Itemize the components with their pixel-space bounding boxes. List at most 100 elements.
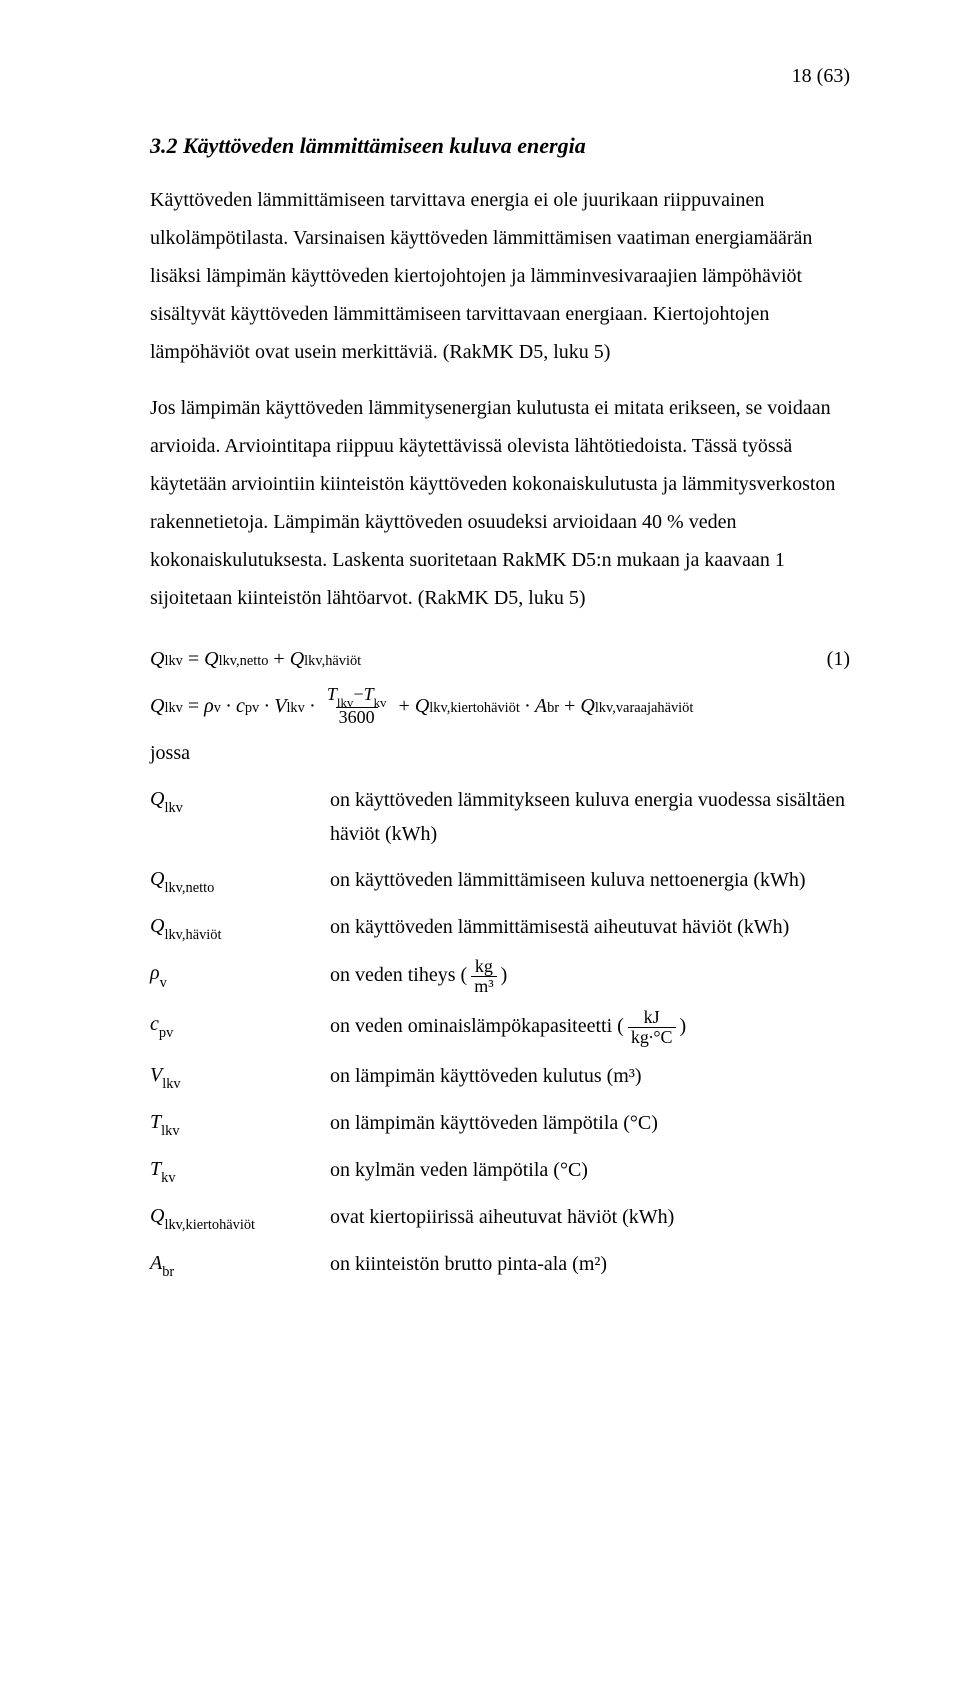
- def-row-Qlkv-netto: Qlkv,netto on käyttöveden lämmittämiseen…: [150, 857, 850, 904]
- sub-haviot: lkv,häviöt: [164, 927, 221, 943]
- def-symbol: Tlkv: [150, 1100, 330, 1147]
- def-symbol: Abr: [150, 1241, 330, 1288]
- sub-netto: lkv,netto: [219, 650, 269, 673]
- sym-c: c: [150, 1013, 159, 1035]
- def-text: on veden tiheys (kgm³): [330, 951, 850, 1002]
- eq-sign: =: [183, 690, 204, 722]
- sym-Q: Q: [150, 643, 164, 675]
- sub-kv: kv: [374, 695, 387, 710]
- sub-lkv: lkv: [286, 697, 304, 720]
- sym-Q: Q: [150, 690, 164, 722]
- dot-sign: ∙: [259, 690, 274, 722]
- plus-sign: +: [268, 643, 289, 675]
- sub-lkv: lkv: [164, 650, 182, 673]
- equation-1: Qlkv = Qlkv,netto + Qlkv,häviöt (1): [150, 643, 850, 675]
- sub-kiertohaviot: lkv,kiertohäviöt: [429, 697, 520, 720]
- sym-rho: ρ: [204, 690, 214, 722]
- sub-pv: pv: [245, 697, 259, 720]
- def-symbol: Qlkv,häviöt: [150, 904, 330, 951]
- sym-Q: Q: [415, 690, 429, 722]
- sym-A: A: [535, 690, 547, 722]
- sub-br: br: [547, 697, 559, 720]
- sym-T: T: [364, 684, 374, 704]
- dot-sign: ∙: [305, 690, 320, 722]
- plus-sign: +: [394, 690, 415, 722]
- section-heading: 3.2 Käyttöveden lämmittämiseen kuluva en…: [150, 128, 850, 163]
- const-3600: 3600: [336, 707, 378, 727]
- def-text-part: on veden ominaislämpökapasiteetti (: [330, 1015, 624, 1037]
- def-symbol: cpv: [150, 1002, 330, 1053]
- sub-v: v: [160, 975, 167, 991]
- def-row-rho: ρv on veden tiheys (kgm³): [150, 951, 850, 1002]
- sym-Q: Q: [150, 1205, 164, 1227]
- sym-T: T: [327, 684, 337, 704]
- def-text-part: ): [501, 964, 508, 986]
- paragraph-2: Jos lämpimän käyttöveden lämmitysenergia…: [150, 389, 850, 617]
- def-row-Qlkv-haviot: Qlkv,häviöt on käyttöveden lämmittämises…: [150, 904, 850, 951]
- eq-sign: =: [183, 643, 204, 675]
- def-symbol: Tkv: [150, 1147, 330, 1194]
- def-text: on käyttöveden lämmittämiseen kuluva net…: [330, 857, 850, 904]
- sym-rho: ρ: [150, 962, 160, 984]
- def-text-part: ): [635, 1065, 642, 1087]
- fraction: Tlkv−Tkv 3600: [324, 685, 390, 727]
- sub-kv: kv: [161, 1170, 175, 1186]
- unit-fraction: kgm³: [471, 957, 496, 996]
- def-row-Abr: Abr on kiinteistön brutto pinta-ala (m²): [150, 1241, 850, 1288]
- def-text-part: on kiinteistön brutto pinta-ala (: [330, 1253, 579, 1275]
- unit-m2: m²: [579, 1253, 601, 1275]
- def-row-cpv: cpv on veden ominaislämpökapasiteetti (k…: [150, 1002, 850, 1053]
- unit-fraction: kJkg∙°C: [628, 1008, 676, 1047]
- sym-c: c: [236, 690, 245, 722]
- equation-1-expr: Qlkv = Qlkv,netto + Qlkv,häviöt: [150, 643, 361, 675]
- sub-haviot: lkv,häviöt: [304, 650, 361, 673]
- def-text: on kylmän veden lämpötila (°C): [330, 1147, 850, 1194]
- def-text: on käyttöveden lämmitykseen kuluva energ…: [330, 777, 850, 857]
- sym-A: A: [150, 1252, 162, 1274]
- unit-kgc: kg∙°C: [628, 1027, 676, 1047]
- def-text-part: on veden tiheys (: [330, 964, 467, 986]
- page-number: 18 (63): [150, 60, 850, 92]
- sym-Q: Q: [580, 690, 594, 722]
- sym-T: T: [150, 1158, 161, 1180]
- sub-lkv: lkv: [164, 800, 182, 816]
- def-text-part: ): [600, 1253, 607, 1275]
- paragraph-1: Käyttöveden lämmittämiseen tarvittava en…: [150, 181, 850, 371]
- sub-pv: pv: [159, 1025, 173, 1041]
- def-symbol: Qlkv,netto: [150, 857, 330, 904]
- sub-kiertohaviot: lkv,kiertohäviöt: [164, 1217, 255, 1233]
- sub-lkv: lkv: [164, 697, 182, 720]
- def-row-Tlkv: Tlkv on lämpimän käyttöveden lämpötila (…: [150, 1100, 850, 1147]
- sym-V: V: [150, 1064, 162, 1086]
- def-symbol: ρv: [150, 951, 330, 1002]
- def-row-Vlkv: Vlkv on lämpimän käyttöveden kulutus (m³…: [150, 1053, 850, 1100]
- equation-2: Qlkv = ρv ∙ cpv ∙ Vlkv ∙ Tlkv−Tkv 3600 +…: [150, 685, 850, 727]
- sym-Q: Q: [150, 915, 164, 937]
- dot-sign: ∙: [520, 690, 535, 722]
- definitions-table: Qlkv on käyttöveden lämmitykseen kuluva …: [150, 777, 850, 1288]
- sym-V: V: [274, 690, 286, 722]
- def-row-Qlkv: Qlkv on käyttöveden lämmitykseen kuluva …: [150, 777, 850, 857]
- def-symbol: Vlkv: [150, 1053, 330, 1100]
- unit-m3: m³: [471, 976, 496, 996]
- sym-Q: Q: [150, 868, 164, 890]
- equation-1-number: (1): [807, 643, 850, 675]
- def-row-Tkv: Tkv on kylmän veden lämpötila (°C): [150, 1147, 850, 1194]
- def-text: on lämpimän käyttöveden lämpötila (°C): [330, 1100, 850, 1147]
- sub-v: v: [214, 697, 221, 720]
- def-symbol: Qlkv,kiertohäviöt: [150, 1194, 330, 1241]
- def-text: on veden ominaislämpökapasiteetti (kJkg∙…: [330, 1002, 850, 1053]
- sub-lkv: lkv: [337, 695, 354, 710]
- minus-sign: −: [353, 684, 363, 704]
- sub-br: br: [162, 1264, 174, 1280]
- def-text: on kiinteistön brutto pinta-ala (m²): [330, 1241, 850, 1288]
- def-text: ovat kiertopiirissä aiheutuvat häviöt (k…: [330, 1194, 850, 1241]
- sym-Q: Q: [290, 643, 304, 675]
- sym-T: T: [150, 1111, 161, 1133]
- sym-Q: Q: [204, 643, 218, 675]
- def-text-part: on lämpimän käyttöveden kulutus (: [330, 1065, 613, 1087]
- plus-sign: +: [559, 690, 580, 722]
- def-text: on lämpimän käyttöveden kulutus (m³): [330, 1053, 850, 1100]
- equation-2-expr: Qlkv = ρv ∙ cpv ∙ Vlkv ∙ Tlkv−Tkv 3600 +…: [150, 685, 693, 727]
- sub-lkv: lkv: [162, 1076, 180, 1092]
